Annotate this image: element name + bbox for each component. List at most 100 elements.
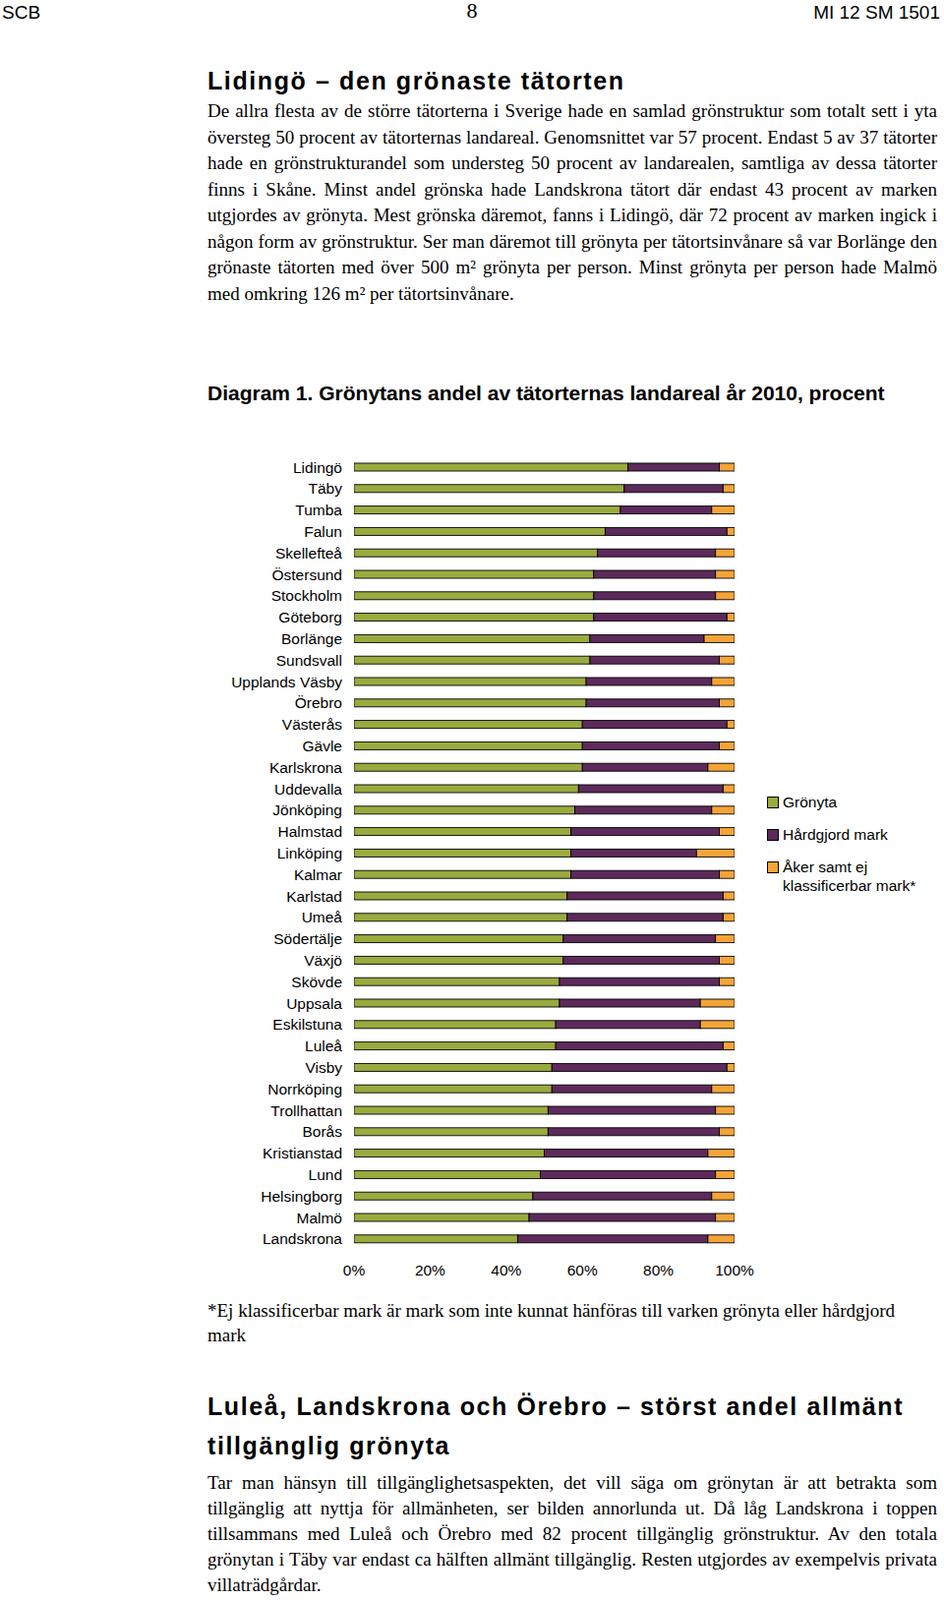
legend-label: Grönyta [782, 793, 837, 811]
bar-segment [354, 527, 605, 535]
bar-segment [354, 913, 568, 922]
tick-label: 60% [567, 1261, 598, 1279]
bar-segment [719, 463, 735, 472]
bar-segment [571, 870, 720, 879]
bar-segment [354, 591, 594, 600]
bar-segment [563, 955, 720, 964]
bar-segment [571, 827, 720, 836]
category-label: Stockholm [271, 587, 343, 604]
bar-segment [567, 891, 724, 900]
category-label: Sundsvall [276, 651, 343, 669]
bar-segment [574, 806, 711, 815]
tick-label: 40% [490, 1261, 522, 1279]
bar-segment [532, 1191, 712, 1200]
bar-segment [354, 891, 568, 900]
bar-segment [715, 935, 735, 944]
bar-segment [711, 1084, 735, 1093]
category-label: Uddevalla [274, 780, 343, 798]
bar-segment [628, 463, 720, 472]
bar-segment [354, 548, 598, 557]
category-label: Falun [303, 523, 343, 540]
bar-segment [354, 977, 560, 986]
bar-segment [544, 1149, 708, 1158]
legend-label: Åker samt ej klassificerbar mark* [782, 858, 916, 894]
bar-segment [354, 955, 564, 964]
bar-segment [700, 999, 735, 1007]
paragraph: De allra flesta av de större tätorterna … [207, 98, 938, 307]
bar-segment [726, 527, 735, 535]
bar-segment [726, 1062, 735, 1071]
bar-segment [711, 1191, 735, 1200]
category-label: Västerås [282, 715, 343, 733]
tick-label: 20% [414, 1261, 446, 1279]
category-label: Växjö [303, 951, 343, 969]
bar-segment [354, 463, 629, 472]
bar-segment [715, 1106, 735, 1115]
legend-swatch [767, 796, 779, 809]
bar-segment [711, 506, 735, 515]
category-label: Södertälje [273, 930, 343, 947]
bar-segment [582, 763, 708, 771]
bar-segment [567, 913, 724, 922]
category-label: Lund [308, 1166, 343, 1183]
bar-segment [547, 1127, 719, 1136]
legend-swatch [767, 828, 779, 841]
bar-segment [708, 763, 735, 771]
category-label: Landskrona [262, 1230, 343, 1247]
bar-segment [529, 1213, 716, 1222]
bar-segment [517, 1235, 708, 1243]
bar-segment [563, 935, 716, 944]
bar-segment [551, 1062, 727, 1071]
bar-segment [354, 1213, 530, 1222]
bar-segment [354, 1170, 541, 1179]
bar-segment [354, 999, 560, 1007]
bar-segment [719, 655, 735, 664]
bar-segment [354, 720, 583, 729]
bar-segment [722, 484, 735, 493]
legend-item: Grönyta [767, 792, 940, 812]
bar-segment [354, 1191, 533, 1200]
bar-segment [354, 634, 590, 643]
legend-item: Åker samt ej klassificerbar mark* [767, 857, 940, 895]
bar-segment [555, 1042, 723, 1051]
bar-segment [711, 806, 735, 815]
bar-segment [547, 1106, 715, 1115]
bar-segment [540, 1170, 716, 1179]
header-right: MI 12 SM 1501 [813, 1, 941, 24]
bar-segment [704, 634, 735, 643]
bar-segment [722, 1042, 735, 1051]
paragraph: Tar man hänsyn till tillgänglighetsaspek… [207, 1470, 938, 1598]
bar-segment [719, 977, 735, 986]
bar-segment [715, 1213, 735, 1222]
bar-segment [354, 763, 583, 771]
bar-segment [354, 1149, 545, 1158]
bar-segment [590, 634, 705, 643]
bar-segment [354, 655, 590, 664]
bar-segment [715, 1170, 735, 1179]
bar-segment [571, 848, 698, 857]
bar-segment [604, 527, 727, 535]
bar-segment [719, 741, 735, 750]
category-label: Kristianstad [262, 1144, 343, 1162]
bar-segment [722, 891, 735, 900]
bar-segment [711, 677, 735, 686]
bar-segment [708, 1235, 735, 1243]
category-label: Umeå [301, 908, 344, 926]
category-label: Helsingborg [260, 1187, 343, 1205]
section-heading: Luleå, Landskrona och Örebro – störst an… [207, 1386, 938, 1466]
bar-segment [354, 848, 572, 857]
header-left: SCB [1, 1, 41, 24]
bar-segment [700, 1020, 735, 1029]
bar-segment [555, 1020, 701, 1029]
bar-segment [354, 484, 625, 493]
bar-segment [354, 613, 594, 622]
bar-segment [354, 827, 572, 836]
bar-segment [624, 484, 724, 493]
category-label: Tumba [295, 501, 343, 519]
bar-segment [719, 1127, 735, 1136]
bar-segment [354, 1235, 518, 1243]
category-label: Örebro [295, 694, 343, 711]
bar-segment [719, 870, 735, 879]
bar-segment [590, 655, 720, 664]
category-label: Linköping [277, 844, 343, 862]
